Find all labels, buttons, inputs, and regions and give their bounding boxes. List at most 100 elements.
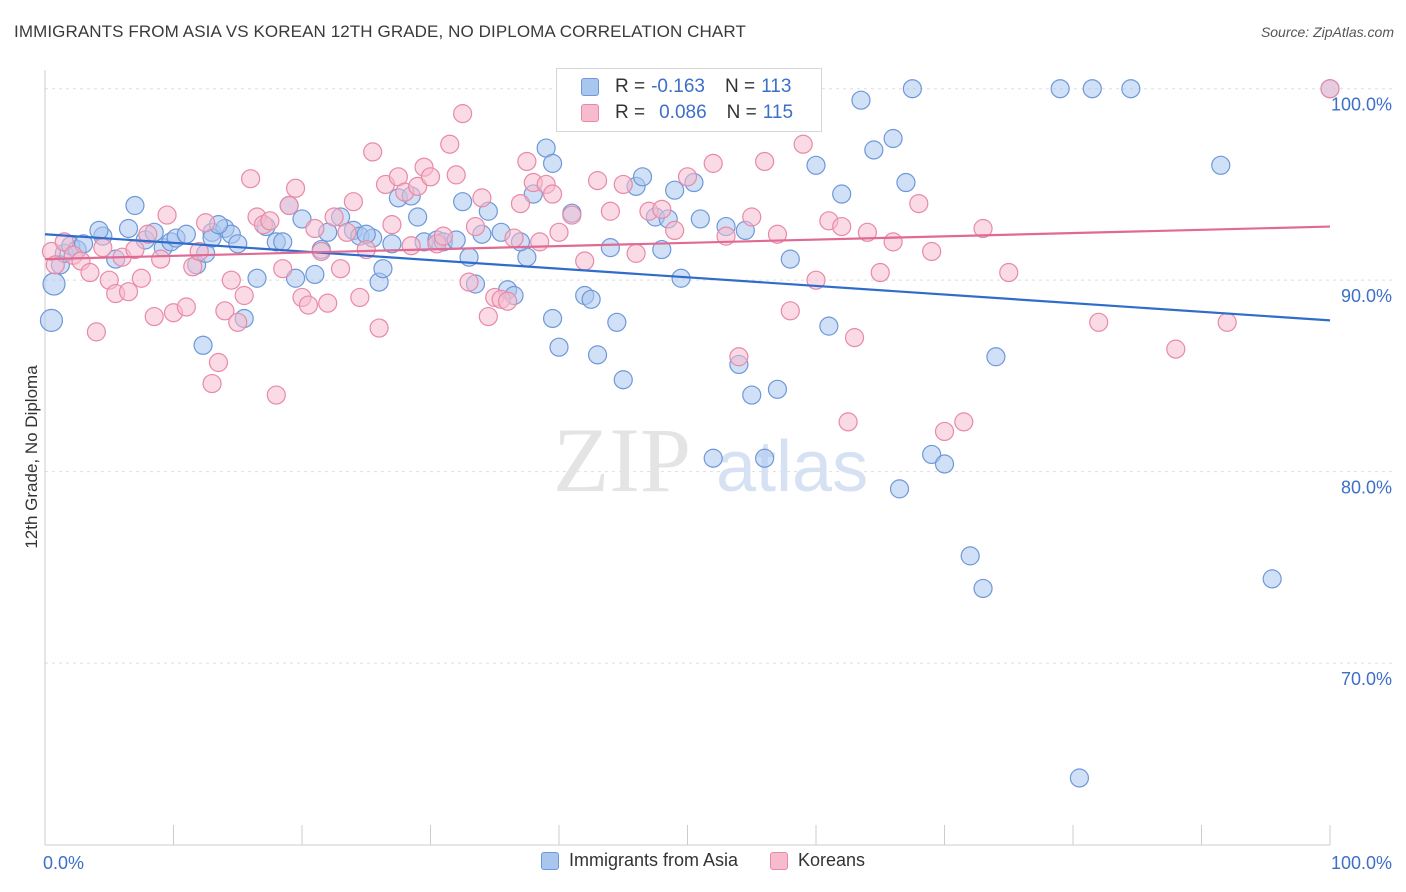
data-point-koreans [575,251,595,271]
data-point-koreans [677,167,698,187]
legend-item-asia: Immigrants from Asia [540,850,738,871]
data-point-koreans [151,249,171,269]
data-point-koreans [234,285,254,306]
data-point-koreans [337,222,357,242]
data-point-asia [960,546,980,566]
watermark-zip: ZIP [553,409,691,511]
data-point-koreans [157,205,177,225]
data-point-koreans [324,207,344,227]
n-label: N = [726,102,757,123]
data-point-koreans [954,412,974,432]
data-point-koreans [1320,79,1340,99]
legend-row-asia: R = -0.163 N = 113 [581,75,791,99]
swatch-pink [581,104,599,122]
legend-item-koreans: Koreans [770,850,865,871]
data-point-asia [305,264,325,285]
data-point-asia [883,128,903,149]
data-point-koreans [279,195,299,216]
data-point-koreans [350,287,370,308]
data-point-asia [767,379,788,399]
data-point-koreans [600,201,621,221]
data-point-koreans [742,207,762,227]
data-point-koreans [767,224,788,244]
data-point-koreans [144,306,164,327]
data-point-koreans [780,301,800,321]
r-value-koreans: 0.086 [659,102,707,123]
data-point-asia [39,308,64,332]
data-point-asia [42,272,66,296]
data-point-koreans [45,255,65,275]
data-point-koreans [909,193,929,214]
data-point-koreans [922,241,942,262]
r-value-asia: -0.163 [651,76,705,97]
data-point-koreans [54,232,74,252]
n-value-koreans: 115 [762,102,794,123]
legend-label-asia: Immigrants from Asia [568,850,738,870]
data-point-koreans [999,262,1019,283]
data-point-koreans [305,218,325,239]
trend-line-koreans [44,225,1331,261]
data-point-koreans [832,216,852,237]
data-point-asia [453,192,473,212]
data-point-asia [542,308,563,329]
data-point-koreans [472,188,492,208]
data-point-asia [600,238,621,258]
data-point-koreans [857,222,878,242]
data-point-koreans [241,169,261,189]
data-point-koreans [793,134,813,154]
data-point-koreans [228,312,248,332]
data-point-asia [780,249,800,269]
data-point-asia [896,172,916,193]
data-point-koreans [215,301,235,321]
data-point-koreans [440,134,460,154]
data-point-koreans [703,153,723,173]
y-tick-label: 100.0% [1331,95,1392,115]
data-point-asia [373,259,393,279]
data-point-asia [228,234,248,254]
axis-labels: 100.0% 90.0% 80.0% 70.0% 0.0% 100.0% [43,95,1392,873]
data-point-asia [1211,155,1231,175]
data-point-asia [973,578,993,599]
data-point-asia [273,232,293,252]
data-point-asia [125,195,145,216]
data-point-asia [703,448,723,468]
data-point-koreans [934,421,955,442]
data-point-koreans [285,178,306,198]
data-point-koreans [208,352,229,373]
data-point-asia [652,239,672,260]
data-point-asia [889,479,910,499]
data-point-koreans [176,297,196,317]
swatch-blue [581,78,599,96]
data-point-koreans [478,306,498,327]
data-point-koreans [613,174,633,195]
data-point-koreans [298,295,319,315]
data-point-asia [247,268,267,288]
data-point-asia [408,207,428,227]
data-point-koreans [973,218,993,239]
data-point-asia [632,167,653,187]
chart-title: IMMIGRANTS FROM ASIA VS KOREAN 12TH GRAD… [14,22,746,41]
data-point-asia [1082,79,1102,99]
data-point-asia [1262,569,1282,589]
data-point-asia [613,370,633,390]
data-point-koreans [1166,339,1186,359]
data-point-asia [690,209,710,229]
data-point-asia [176,224,196,244]
x-tick-label: 0.0% [43,853,84,873]
data-point-koreans [883,232,903,252]
r-label: R = [615,76,646,97]
data-point-koreans [1089,312,1109,332]
data-point-asia [864,140,884,160]
data-point-asia [587,345,608,365]
data-point-koreans [86,322,107,342]
r-label: R = [615,102,646,123]
data-point-koreans [273,259,293,279]
data-point-koreans [369,318,389,338]
data-point-koreans [446,165,466,185]
data-point-asia [1069,768,1090,788]
data-point-asia [754,448,775,468]
data-point-koreans [530,232,550,252]
y-tick-label: 80.0% [1341,478,1392,498]
data-point-asia [922,444,942,465]
x-tick-label: 100.0% [1331,853,1392,873]
